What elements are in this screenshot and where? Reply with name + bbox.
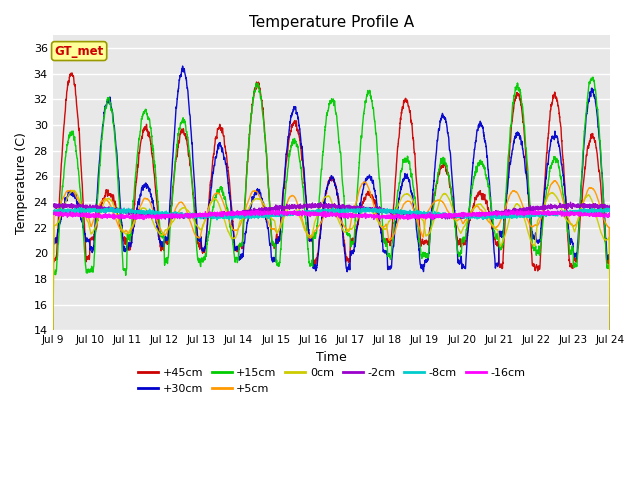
Title: Temperature Profile A: Temperature Profile A — [249, 15, 414, 30]
X-axis label: Time: Time — [316, 350, 347, 363]
Legend: +45cm, +30cm, +15cm, +5cm, 0cm, -2cm, -8cm, -16cm: +45cm, +30cm, +15cm, +5cm, 0cm, -2cm, -8… — [134, 364, 530, 398]
Text: GT_met: GT_met — [54, 45, 104, 58]
Y-axis label: Temperature (C): Temperature (C) — [15, 132, 28, 234]
